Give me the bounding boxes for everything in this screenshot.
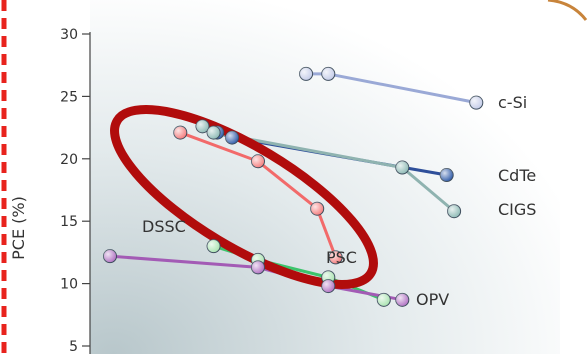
highlight-ellipse	[110, 105, 378, 289]
data-point-psc-2	[251, 154, 265, 169]
data-point-cdte-2	[225, 130, 240, 145]
data-point-psc-4	[328, 250, 343, 265]
data-point-dssc-1	[206, 239, 221, 254]
marker-shine	[329, 250, 343, 264]
marker-shine	[469, 96, 483, 110]
marker-shine	[251, 260, 265, 274]
data-point-cigs-1	[195, 119, 210, 134]
plot-background	[90, 0, 560, 354]
marker-shine	[395, 293, 409, 307]
data-point-psc-3	[310, 201, 325, 216]
y-tick-label: 30	[60, 27, 78, 43]
series-line-psc	[179, 131, 338, 258]
series-label-dssc: DSSC	[142, 217, 186, 236]
data-point-dssc-4	[376, 292, 391, 307]
data-point-opv-2	[251, 260, 265, 275]
y-tick-label: 20	[60, 152, 78, 168]
marker-shine	[207, 126, 221, 140]
y-tick-label: 25	[60, 89, 78, 105]
data-point-opv-1	[103, 249, 117, 264]
data-point-c-si-2	[321, 66, 336, 81]
marker-shine	[196, 119, 209, 133]
psc-highlight-ring	[110, 105, 378, 289]
marker-shine	[103, 249, 117, 263]
marker-shine	[440, 168, 454, 182]
top-right-border	[547, 0, 588, 21]
data-point-cigs-3	[395, 160, 410, 175]
plot-wash	[90, 0, 560, 354]
marker-shine	[395, 161, 409, 175]
series-label-cdte: CdTe	[498, 166, 536, 185]
data-point-opv-3	[321, 279, 336, 294]
marker-shine	[225, 131, 239, 145]
data-point-cigs-2	[206, 125, 221, 140]
marker-shine	[173, 126, 187, 140]
series-label-opv: OPV	[416, 290, 449, 309]
series-markers	[103, 66, 484, 307]
data-point-c-si-1	[299, 66, 314, 81]
marker-shine	[207, 239, 221, 253]
data-point-cdte-3	[439, 168, 454, 183]
series-label-cigs: CIGS	[498, 200, 536, 219]
y-tick-label: 15	[60, 214, 78, 230]
series-labels: c-Si CdTe CIGS PSC DSSC OPV	[142, 93, 536, 309]
y-tick-label: 10	[60, 277, 78, 293]
marker-shine	[377, 293, 391, 307]
marker-shine	[251, 154, 265, 168]
marker-shine	[310, 202, 324, 216]
series-label-psc: PSC	[326, 248, 357, 267]
data-point-psc-1	[173, 125, 188, 140]
marker-shine	[447, 204, 461, 218]
data-point-opv-4	[395, 292, 410, 307]
marker-shine	[321, 279, 335, 293]
y-axis: 5 10 15 20 25 30	[60, 27, 91, 354]
series-label-c-si: c-Si	[498, 93, 527, 112]
data-point-c-si-3	[469, 95, 484, 110]
y-axis-title: PCE (%)	[9, 196, 28, 260]
marker-shine	[321, 67, 335, 81]
data-point-cigs-4	[447, 204, 462, 219]
y-tick-label: 5	[69, 339, 78, 354]
marker-shine	[299, 67, 313, 81]
